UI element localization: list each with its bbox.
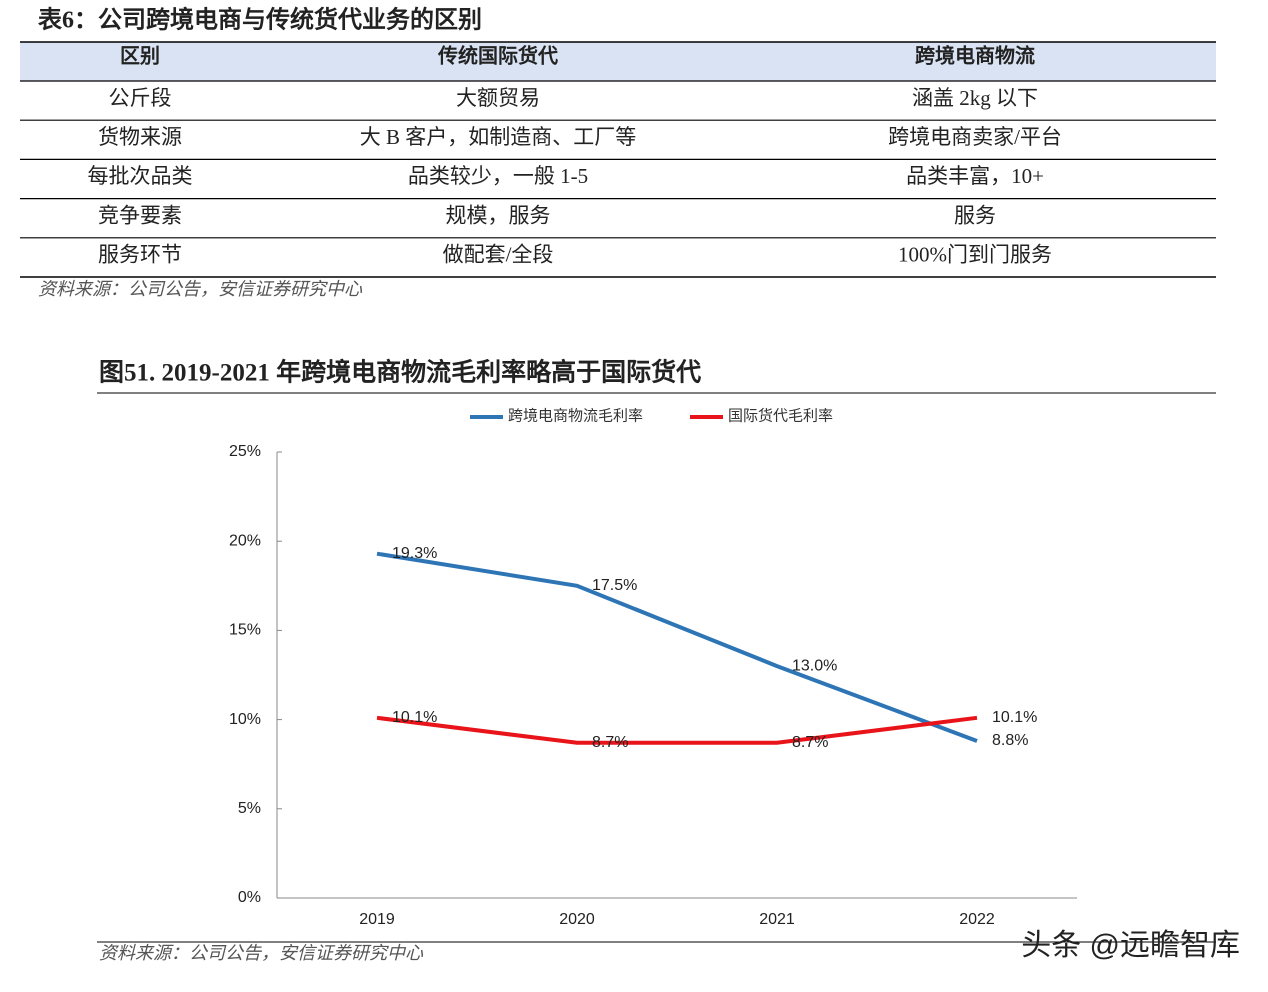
data-label: 19.3% bbox=[392, 545, 437, 562]
table-cell: 品类较少，一般 1-5 bbox=[408, 164, 588, 188]
y-tick-label: 0% bbox=[238, 889, 261, 906]
x-tick-label: 2021 bbox=[759, 911, 795, 928]
column-header: 传统国际货代 bbox=[437, 44, 558, 68]
chart-source: 资料来源：公司公告，安信证券研究中心 bbox=[99, 943, 424, 963]
table-cell: 涵盖 2kg 以下 bbox=[912, 86, 1038, 110]
line bbox=[376, 551, 978, 743]
table-cell: 跨境电商卖家/平台 bbox=[888, 125, 1062, 149]
data-label: 8.7% bbox=[792, 734, 828, 751]
y-tick-label: 15% bbox=[229, 622, 261, 639]
table-cell: 做配套/全段 bbox=[443, 243, 554, 267]
table-cell: 服务 bbox=[954, 203, 996, 227]
table-cell: 公斤段 bbox=[109, 86, 172, 110]
watermark: 头条 @远瞻智库 bbox=[1021, 929, 1240, 962]
data-label: 17.5% bbox=[592, 577, 637, 594]
x-tick-label: 2022 bbox=[959, 911, 995, 928]
table-cell: 大 B 客户，如制造商、工厂等 bbox=[360, 125, 637, 149]
data-label: 10.1% bbox=[992, 709, 1037, 726]
header-band bbox=[20, 42, 1216, 81]
data-label: 8.8% bbox=[992, 732, 1028, 749]
table-cell: 100%门到门服务 bbox=[898, 243, 1052, 267]
line bbox=[376, 715, 978, 745]
y-tick-label: 5% bbox=[238, 800, 261, 817]
table-title: 表6：公司跨境电商与传统货代业务的区别 bbox=[38, 6, 482, 34]
legend-label: 跨境电商物流毛利率 bbox=[508, 406, 643, 424]
data-label: 10.1% bbox=[392, 709, 437, 726]
y-tick-label: 20% bbox=[229, 532, 261, 549]
y-tick-label: 10% bbox=[229, 711, 261, 728]
table-cell: 大额贸易 bbox=[456, 86, 540, 110]
column-header: 区别 bbox=[120, 45, 160, 68]
table-cell: 规模，服务 bbox=[446, 203, 551, 227]
table-cell: 每批次品类 bbox=[88, 164, 193, 188]
table-cell: 服务环节 bbox=[98, 243, 182, 267]
table-cell: 品类丰富，10+ bbox=[906, 164, 1044, 188]
column-header: 跨境电商物流 bbox=[915, 44, 1035, 68]
x-tick-label: 2020 bbox=[559, 911, 595, 928]
data-label: 13.0% bbox=[792, 657, 837, 674]
legend-label: 国际货代毛利率 bbox=[728, 407, 833, 424]
table-cell: 货物来源 bbox=[98, 125, 182, 149]
table-source: 资料来源：公司公告，安信证券研究中心 bbox=[38, 279, 363, 299]
y-tick-label: 25% bbox=[229, 443, 261, 460]
chart-title: 图51. 2019-2021 年跨境电商物流毛利率略高于国际货代 bbox=[99, 358, 701, 387]
x-tick-label: 2019 bbox=[359, 911, 395, 928]
table-cell: 竞争要素 bbox=[98, 203, 182, 227]
data-label: 8.7% bbox=[592, 734, 628, 751]
